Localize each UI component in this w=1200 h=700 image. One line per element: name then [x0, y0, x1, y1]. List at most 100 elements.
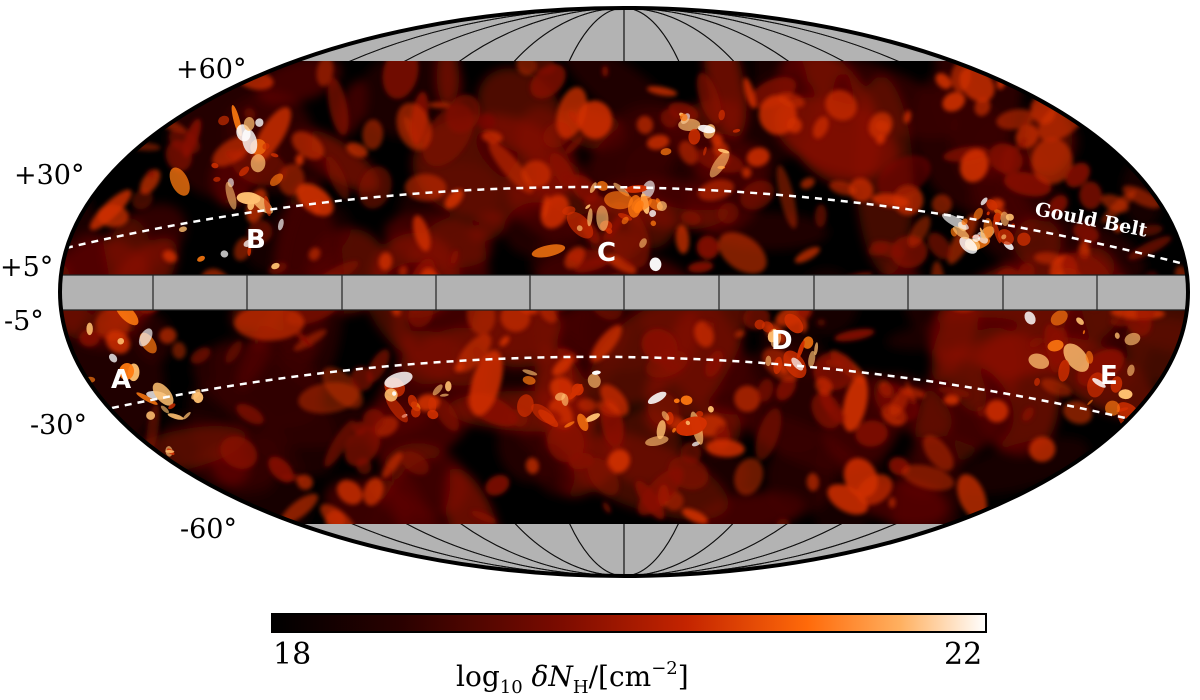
bright-cloud: [211, 162, 219, 169]
bright-cloud: [243, 116, 255, 131]
cloud-filament: [1079, 181, 1102, 210]
bright-cloud: [522, 369, 538, 376]
bright-cloud: [773, 356, 783, 375]
bright-cloud: [639, 238, 647, 248]
cloud-filament: [564, 246, 585, 270]
bright-cloud: [193, 392, 204, 404]
bright-cloud: [1034, 377, 1040, 386]
bright-cloud: [522, 376, 536, 385]
diffuse-cloud: [765, 441, 835, 515]
bright-cloud: [577, 413, 589, 432]
bright-cloud: [407, 394, 418, 408]
cloud-filament: [296, 332, 313, 348]
map-body: [60, 8, 1188, 576]
map-outline: [58, 6, 1190, 578]
bright-cloud: [569, 384, 583, 400]
bright-cloud: [255, 118, 264, 127]
bright-cloud: [814, 342, 819, 356]
bright-cloud: [797, 340, 805, 359]
bright-cloud: [517, 394, 534, 417]
cloud-filament: [1073, 222, 1099, 243]
bright-cloud: [660, 148, 672, 156]
lat-label-plus-5: +5°: [0, 252, 53, 283]
bright-cloud: [631, 195, 652, 212]
bright-cloud: [385, 395, 408, 423]
cloud-filament: [534, 57, 556, 75]
cloud-filament: [344, 427, 381, 467]
cloud-filament: [471, 510, 496, 524]
bright-cloud: [117, 337, 125, 345]
cloud-filament: [556, 87, 588, 139]
bright-cloud: [247, 246, 252, 256]
bright-cloud: [1047, 339, 1064, 352]
cloud-filament: [450, 250, 459, 265]
bright-cloud: [679, 113, 688, 122]
bright-cloud: [980, 197, 988, 206]
bright-cloud: [650, 220, 657, 227]
cloud-filament: [842, 375, 868, 432]
cloud-filament: [757, 378, 774, 402]
bright-cloud: [242, 128, 258, 154]
bright-cloud: [262, 143, 270, 150]
bright-cloud: [220, 250, 229, 258]
cloud-filament: [855, 420, 888, 447]
plane-mask-dividers: [152, 275, 1098, 310]
cloud-filament: [336, 479, 363, 505]
cloud-filament: [212, 135, 252, 167]
bright-cloud: [596, 205, 609, 231]
cloud-filament: [428, 101, 451, 109]
cloud-filament: [903, 110, 912, 124]
cloud-filament: [1029, 337, 1043, 348]
cloud-filament: [362, 119, 384, 150]
cloud-filament: [396, 102, 432, 151]
cloud-filament: [469, 350, 503, 416]
bright-cloud: [732, 128, 741, 133]
region-label-d: D: [771, 326, 793, 356]
cloud-filament: [758, 95, 797, 135]
bright-cloud: [986, 199, 998, 211]
bright-cloud: [709, 150, 730, 178]
bright-cloud: [656, 420, 666, 440]
bright-cloud: [673, 398, 680, 404]
bright-cloud: [1118, 389, 1133, 400]
cloud-filament: [817, 318, 826, 326]
bright-cloud: [197, 255, 205, 262]
cloud-filament: [646, 86, 678, 97]
bright-cloud: [384, 371, 413, 388]
cloud-filament: [935, 73, 952, 90]
bright-cloud: [439, 393, 449, 397]
diffuse-cloud: [931, 290, 980, 381]
cloud-filament: [131, 189, 153, 210]
bright-cloud: [641, 180, 655, 199]
cloud-filament: [350, 366, 374, 391]
cloud-filament: [937, 386, 971, 398]
bright-cloud: [531, 403, 556, 424]
bright-cloud: [596, 181, 609, 191]
cloud-filament: [668, 102, 699, 122]
cloud-filament: [943, 395, 960, 405]
bright-cloud: [1087, 399, 1093, 405]
bright-cloud: [983, 217, 993, 239]
bright-cloud: [1017, 232, 1031, 246]
cloud-filament: [79, 329, 100, 347]
cloud-filament: [366, 349, 390, 383]
bright-cloud: [218, 115, 230, 126]
bright-cloud: [604, 191, 633, 210]
cloud-filament: [800, 177, 815, 189]
cloud-filament: [190, 347, 211, 364]
bright-cloud: [428, 397, 437, 413]
cloud-filament: [381, 452, 403, 479]
bright-cloud: [589, 182, 597, 194]
cloud-filament: [324, 420, 356, 467]
bright-cloud: [649, 257, 662, 272]
bright-cloud: [225, 181, 237, 210]
cloud-filament: [901, 464, 955, 491]
bright-cloud: [718, 109, 725, 121]
cloud-filament: [988, 143, 1023, 174]
bright-cloud: [942, 213, 969, 230]
bright-cloud: [776, 331, 780, 338]
cloud-filament: [146, 169, 156, 179]
cloud-filament: [974, 97, 991, 116]
cloud-filament: [362, 408, 385, 432]
